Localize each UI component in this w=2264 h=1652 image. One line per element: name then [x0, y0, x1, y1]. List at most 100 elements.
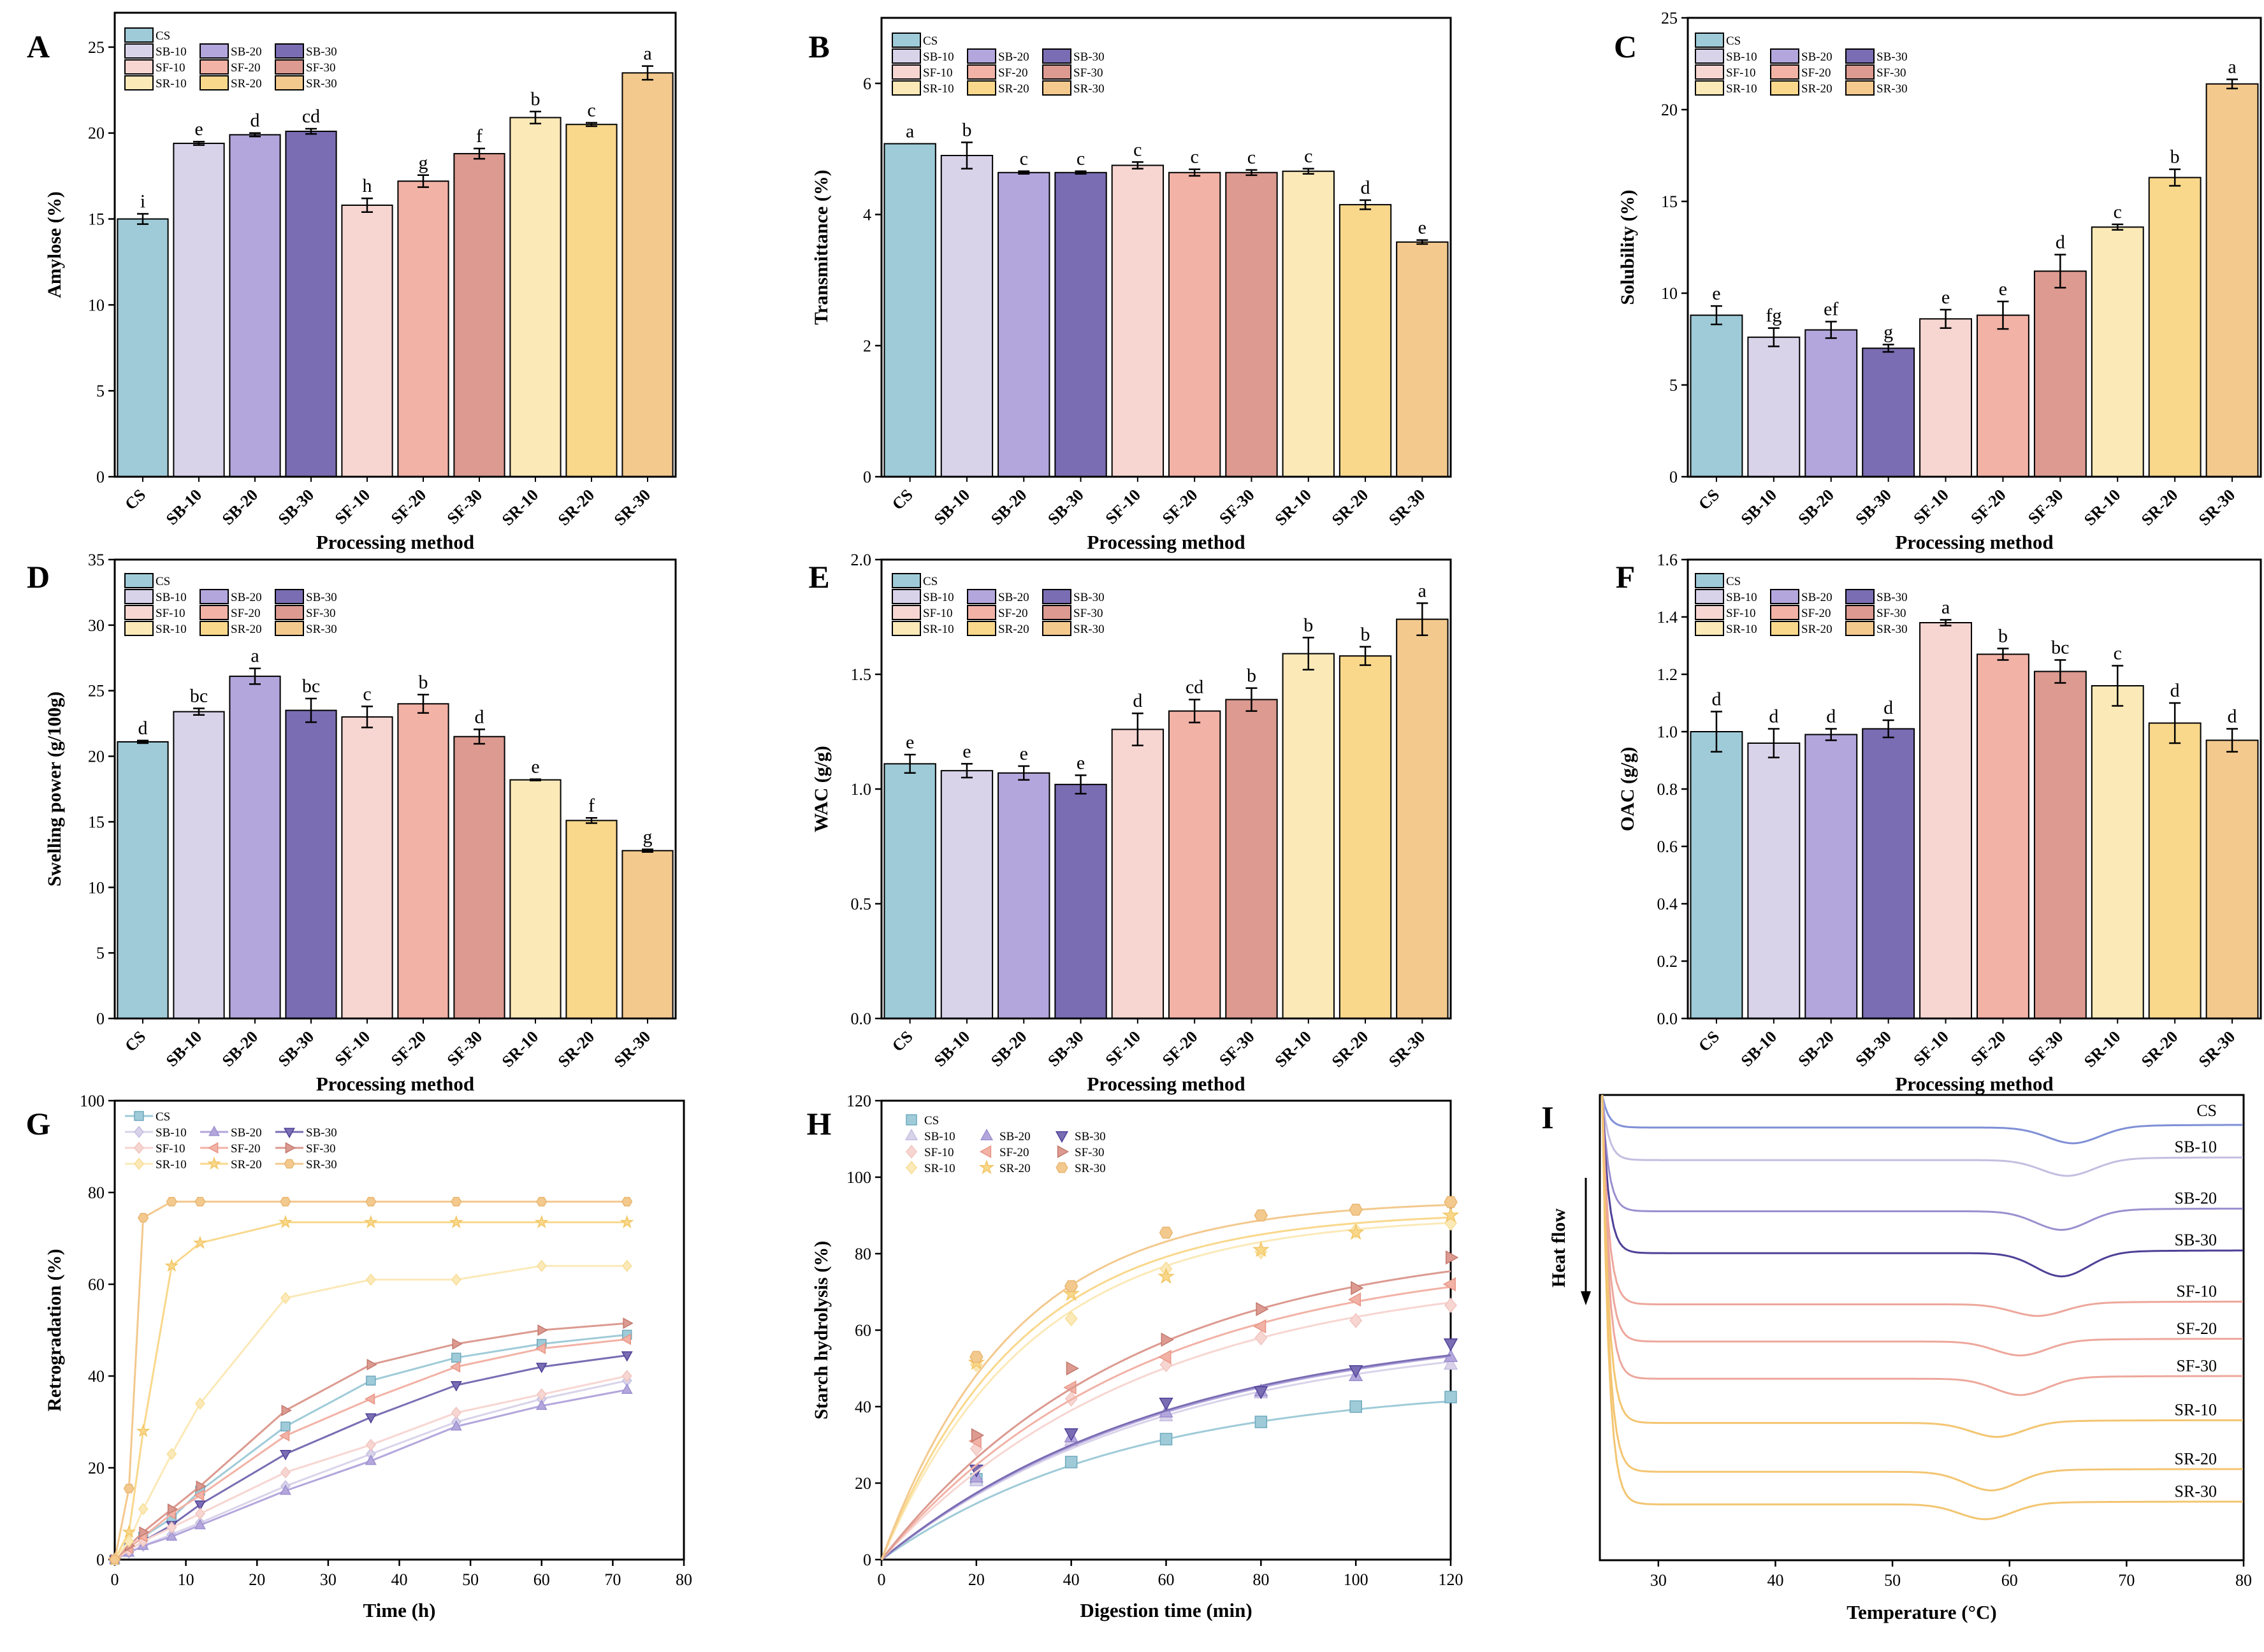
y-axis-title: Amylose (%) [44, 191, 65, 298]
legend-swatch [275, 75, 304, 91]
x-tick-label: 50 [462, 1570, 479, 1589]
data-point [1443, 1356, 1458, 1370]
dsc-curve-sr-30 [1601, 1094, 2244, 1521]
curve-label: SF-20 [2176, 1319, 2217, 1338]
significance-letter: cd [302, 106, 320, 127]
y-tick-label: 0 [96, 1010, 105, 1028]
bar-sf-30 [1225, 171, 1278, 477]
y-axis-title: Starch hydrolysis (%) [811, 1241, 832, 1420]
legend-entry: SR-30 [306, 77, 337, 91]
x-tick-label: SF-30 [2024, 486, 2066, 528]
data-point [365, 1273, 376, 1286]
x-tick-label: SF-20 [388, 486, 430, 528]
bar-sb-20 [998, 772, 1050, 1020]
legend-entry: SR-20 [231, 1158, 262, 1171]
x-tick-label: SR-10 [2080, 1027, 2124, 1071]
legend-entry: SB-10 [156, 1126, 187, 1140]
legend-entry: CS [924, 1114, 939, 1127]
legend-entry: SB-30 [306, 1126, 337, 1140]
legend-entry: SR-10 [923, 623, 954, 636]
y-tick-label: 20 [1661, 101, 1678, 119]
data-point [1444, 1298, 1457, 1313]
x-tick-label: SR-30 [1385, 1027, 1429, 1071]
legend-swatch [1845, 589, 1875, 604]
x-tick-label: SF-30 [1215, 1027, 1258, 1069]
y-tick-label: 2 [863, 337, 871, 355]
legend-entry: SR-10 [156, 77, 187, 91]
x-tick-label: SB-30 [1044, 1027, 1087, 1071]
series-line-sb-20 [114, 1389, 627, 1561]
heat-flow-arrowhead [1581, 1291, 1591, 1305]
x-tick-label: CS [1695, 1027, 1723, 1055]
legend-entry: SF-30 [1876, 607, 1906, 620]
data-point [1254, 1416, 1268, 1428]
dsc-curve-sb-10 [1601, 1094, 2244, 1177]
y-tick-label: 0 [863, 468, 871, 486]
bar-cs [883, 143, 936, 477]
x-tick-label: SB-30 [1852, 1027, 1895, 1071]
y-tick-label: 0 [1669, 468, 1678, 486]
legend-entry: SR-30 [1075, 1162, 1106, 1175]
dsc-curve-cs [1601, 1094, 2244, 1145]
significance-letter: a [906, 120, 914, 141]
y-tick-label: 20 [88, 748, 105, 766]
legend-entry: SR-30 [1073, 623, 1105, 636]
bar-sf-20 [1976, 653, 2029, 1019]
x-tick-label: 120 [1439, 1570, 1463, 1589]
panel-a-legend: CS SB-10 SB-20 SB-30 SF-10 SF-20 SF-30 SR-10 SR-… [124, 27, 337, 91]
legend-swatch [1695, 33, 1724, 48]
legend-entry: SB-30 [1876, 50, 1908, 64]
legend-entry: SF-20 [231, 607, 260, 620]
bar-cs [117, 218, 169, 477]
bar-sr-20 [2148, 722, 2202, 1019]
data-point [194, 1519, 206, 1530]
x-tick-label: SF-20 [1159, 1027, 1201, 1069]
bar-sr-30 [1396, 241, 1449, 477]
data-point [534, 1215, 549, 1229]
data-point [279, 1430, 290, 1442]
bar-sb-30 [285, 709, 337, 1019]
fit-curve-cs [881, 1400, 1451, 1561]
significance-letter: c [1190, 147, 1198, 168]
legend-entry: SB-10 [156, 45, 187, 59]
bar-sf-10 [1919, 318, 1973, 477]
data-point [969, 1351, 983, 1363]
bar-sf-10 [1111, 164, 1165, 477]
legend-entry: SB-20 [998, 591, 1029, 604]
x-tick-label: SR-20 [1328, 1027, 1372, 1071]
significance-letter: ef [1824, 299, 1838, 320]
panel-d: d CS bc SB-10 a SB-20 bc SB-30 c SF-10 b SF-20 d SF-3… [27, 551, 677, 1095]
significance-letter: b [531, 89, 541, 110]
y-axis-title: Retrogradation (%) [44, 1249, 65, 1411]
data-point [1349, 1400, 1362, 1413]
legend-entry: SF-30 [306, 1142, 335, 1156]
data-point [279, 1484, 291, 1495]
significance-letter: b [419, 672, 428, 693]
data-point [1351, 1280, 1364, 1296]
significance-letter: c [1020, 149, 1028, 170]
data-point [166, 1447, 177, 1460]
data-point [278, 1215, 293, 1229]
significance-letter: c [1077, 149, 1085, 170]
data-point [193, 1235, 207, 1249]
panel-e: e CS e SB-10 e SB-20 e SB-30 d SF-10 cd SF-20 b SF-30… [808, 551, 1452, 1095]
y-tick-label: 10 [88, 296, 105, 314]
x-tick-label: SF-30 [444, 486, 486, 528]
legend-entry: SR-10 [156, 623, 187, 636]
dsc-curve-sr-20 [1601, 1094, 2244, 1491]
data-point [1254, 1386, 1268, 1400]
data-point [623, 1317, 634, 1330]
x-tick-label: 50 [1884, 1571, 1901, 1590]
series-line-sr-10 [113, 1264, 627, 1560]
bar-cs [1690, 314, 1743, 477]
x-tick-label: SB-20 [219, 1027, 262, 1071]
x-tick-label: SB-30 [1044, 486, 1087, 529]
data-point [1444, 1196, 1458, 1208]
significance-letter: d [1883, 697, 1893, 718]
bar-sb-30 [1054, 783, 1107, 1020]
x-axis-title: Processing method [1087, 1073, 1245, 1095]
y-axis-title: Heat flow [1548, 1208, 1569, 1287]
x-tick-label: SF-20 [1967, 1027, 2009, 1069]
data-point [621, 1383, 633, 1394]
data-point [166, 1196, 177, 1206]
